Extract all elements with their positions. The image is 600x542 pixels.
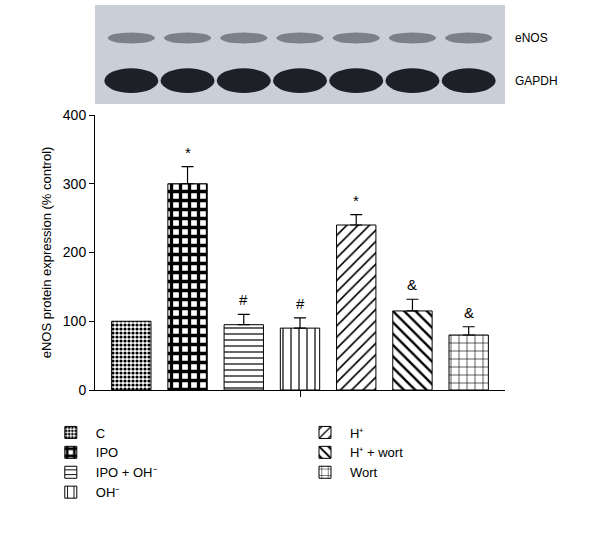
svg-text:IPO + OH⁻: IPO + OH⁻ bbox=[96, 465, 157, 480]
svg-text:H⁺ + wort: H⁺ + wort bbox=[350, 445, 403, 460]
svg-text:*: * bbox=[185, 144, 191, 161]
svg-text:300: 300 bbox=[63, 176, 87, 192]
svg-text:200: 200 bbox=[63, 244, 87, 260]
svg-text:#: # bbox=[239, 291, 248, 308]
svg-text:C: C bbox=[96, 426, 105, 441]
svg-text:&: & bbox=[407, 276, 417, 293]
svg-text:#: # bbox=[296, 295, 305, 312]
svg-text:0: 0 bbox=[78, 382, 86, 398]
svg-text:GAPDH: GAPDH bbox=[515, 74, 558, 88]
svg-text:IPO: IPO bbox=[96, 445, 118, 460]
svg-text:OH⁻: OH⁻ bbox=[96, 485, 120, 500]
svg-text:eNOS protein expression (% con: eNOS protein expression (% control) bbox=[39, 147, 54, 359]
svg-text:*: * bbox=[353, 192, 359, 209]
svg-text:&: & bbox=[464, 304, 474, 321]
svg-text:eNOS: eNOS bbox=[515, 31, 548, 45]
svg-text:Wort: Wort bbox=[350, 465, 378, 480]
svg-text:H⁺: H⁺ bbox=[350, 426, 363, 441]
svg-text:400: 400 bbox=[63, 107, 87, 123]
svg-text:100: 100 bbox=[63, 313, 87, 329]
